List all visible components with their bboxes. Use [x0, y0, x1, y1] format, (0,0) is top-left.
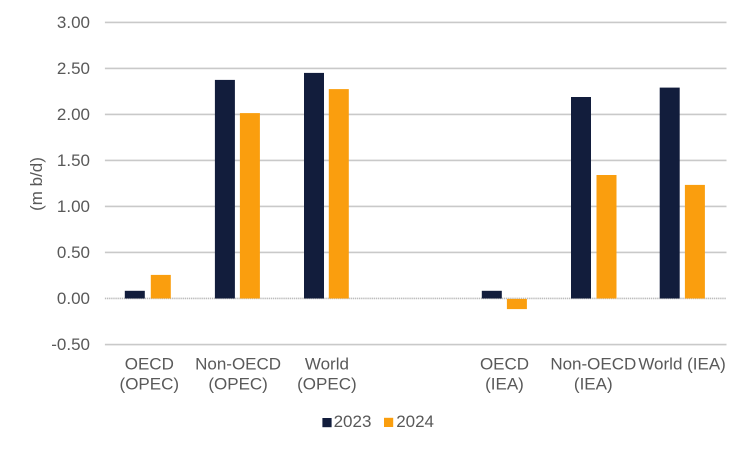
- svg-text:1.50: 1.50: [57, 151, 90, 170]
- svg-text:Non-OECD: Non-OECD: [550, 355, 636, 374]
- svg-text:1.00: 1.00: [57, 197, 90, 216]
- svg-text:(OPEC): (OPEC): [208, 375, 268, 394]
- svg-text:(OPEC): (OPEC): [120, 375, 180, 394]
- svg-text:2024: 2024: [396, 412, 434, 431]
- svg-text:-0.50: -0.50: [51, 335, 90, 354]
- svg-text:2.50: 2.50: [57, 59, 90, 78]
- svg-text:2.00: 2.00: [57, 105, 90, 124]
- svg-text:(IEA): (IEA): [574, 375, 613, 394]
- svg-text:3.00: 3.00: [57, 13, 90, 32]
- svg-text:Non-OECD: Non-OECD: [195, 355, 281, 374]
- svg-text:World (IEA): World (IEA): [638, 355, 726, 374]
- svg-text:(IEA): (IEA): [485, 375, 524, 394]
- svg-text:0.00: 0.00: [57, 289, 90, 308]
- svg-text:(OPEC): (OPEC): [297, 375, 357, 394]
- svg-text:World: World: [305, 355, 349, 374]
- svg-text:0.50: 0.50: [57, 243, 90, 262]
- svg-text:OECD: OECD: [480, 355, 529, 374]
- svg-text:2023: 2023: [334, 412, 372, 431]
- svg-text:(m b/d): (m b/d): [27, 157, 46, 211]
- svg-text:OECD: OECD: [125, 355, 174, 374]
